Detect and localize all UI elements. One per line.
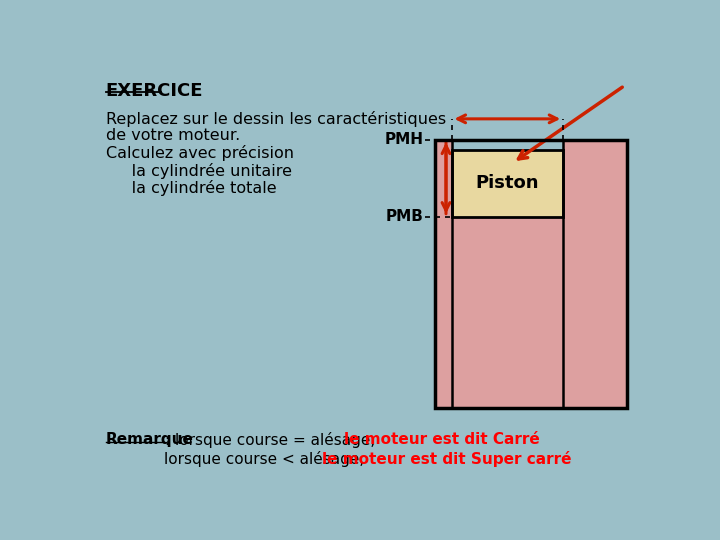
Text: la cylindrée unitaire: la cylindrée unitaire xyxy=(106,163,292,179)
Text: PMH: PMH xyxy=(384,132,423,147)
Bar xyxy=(451,150,563,217)
Text: Replacez sur le dessin les caractéristiques: Replacez sur le dessin les caractéristiq… xyxy=(106,111,446,127)
Text: Piston: Piston xyxy=(476,174,539,192)
Text: le moteur est dit Carré: le moteur est dit Carré xyxy=(344,431,540,447)
Bar xyxy=(435,140,627,408)
Text: lorsque course < alésage,: lorsque course < alésage, xyxy=(164,451,374,467)
Bar xyxy=(435,140,451,408)
Bar xyxy=(451,208,563,404)
Text: : lorsque course = alésage,: : lorsque course = alésage, xyxy=(166,431,385,448)
Text: EXERCICE: EXERCICE xyxy=(106,82,203,100)
Text: Remarque: Remarque xyxy=(106,431,194,447)
Text: Calculez avec précision: Calculez avec précision xyxy=(106,145,294,160)
Bar xyxy=(563,140,627,408)
Text: la cylindrée totale: la cylindrée totale xyxy=(106,180,276,196)
Text: le moteur est dit Super carré: le moteur est dit Super carré xyxy=(322,451,571,467)
Text: de votre moteur.: de votre moteur. xyxy=(106,128,240,143)
Bar xyxy=(451,217,563,408)
Text: PMB: PMB xyxy=(385,209,423,224)
